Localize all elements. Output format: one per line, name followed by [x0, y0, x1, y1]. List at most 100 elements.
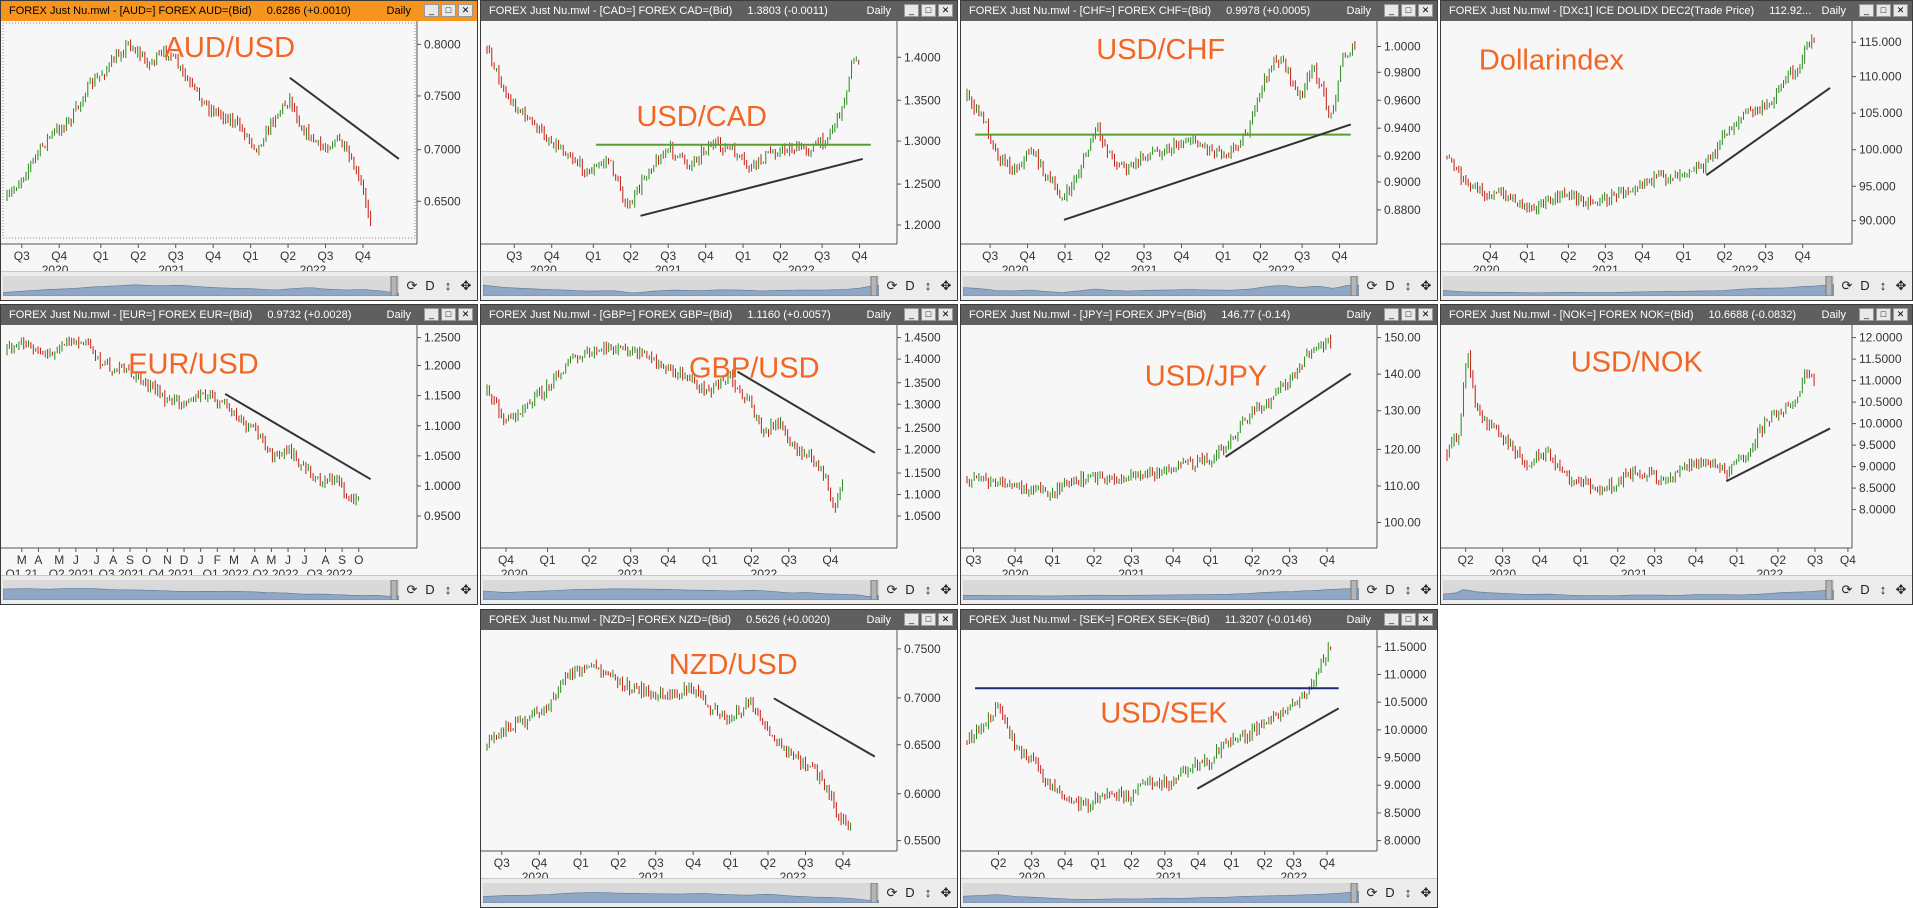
close-button[interactable]: ✕ [1893, 4, 1908, 17]
zoom-out-icon[interactable]: ⊖ [477, 276, 478, 296]
close-button[interactable]: ✕ [458, 4, 473, 17]
trend-line[interactable] [773, 697, 876, 758]
day-icon[interactable]: D [1385, 885, 1395, 900]
close-button[interactable]: ✕ [938, 308, 953, 321]
window-titlebar[interactable]: FOREX Just Nu.mwl - [SEK=] FOREX SEK=(Bi… [961, 610, 1437, 630]
price-chart[interactable]: 115.000 110.000 105.000 100.000 95.000 90.000… [1441, 21, 1913, 274]
window-titlebar[interactable]: FOREX Just Nu.mwl - [GBP=] FOREX GBP=(Bi… [481, 305, 957, 325]
zoom-out-icon[interactable]: ⊖ [477, 580, 478, 600]
autoscale-icon[interactable]: ↕ [1879, 582, 1887, 597]
zoom-out-icon[interactable]: ⊖ [1437, 276, 1438, 296]
navigator-scrollbar[interactable] [483, 580, 879, 600]
zoom-out-icon[interactable]: ⊖ [1437, 580, 1438, 600]
minimize-button[interactable]: _ [424, 308, 439, 321]
navigator-scrollbar[interactable] [963, 883, 1359, 903]
day-icon[interactable]: D [1860, 582, 1870, 597]
close-button[interactable]: ✕ [938, 613, 953, 626]
minimize-button[interactable]: _ [1384, 308, 1399, 321]
autoscale-icon[interactable]: ↕ [444, 278, 452, 293]
refresh-icon[interactable]: ⟳ [1366, 278, 1378, 293]
day-icon[interactable]: D [905, 885, 915, 900]
minimize-button[interactable]: _ [1384, 4, 1399, 17]
trend-line[interactable] [1225, 372, 1352, 458]
minimize-button[interactable]: _ [424, 4, 439, 17]
minimize-button[interactable]: _ [1384, 613, 1399, 626]
minimize-button[interactable]: _ [904, 4, 919, 17]
pan-icon[interactable]: ✥ [1895, 582, 1907, 597]
close-button[interactable]: ✕ [1418, 4, 1433, 17]
price-chart[interactable]: 0.8000 0.7500 0.7000 0.6500 Q3 Q4 Q1 Q2 Q3 Q4 Q1 Q2… [1, 21, 478, 274]
navigator-scrollbar[interactable] [963, 580, 1359, 600]
price-chart[interactable]: 1.0000 0.9800 0.9600 0.9400 0.9200 0.9000 0.88… [961, 21, 1438, 274]
navigator-scrollbar[interactable] [1443, 276, 1834, 296]
autoscale-icon[interactable]: ↕ [924, 278, 932, 293]
autoscale-icon[interactable]: ↕ [924, 582, 932, 597]
price-chart[interactable]: 0.7500 0.7000 0.6500 0.6000 0.5500 Q3 Q4 Q1 Q2 Q3… [481, 630, 958, 881]
autoscale-icon[interactable]: ↕ [444, 582, 452, 597]
price-chart[interactable]: 11.5000 11.0000 10.5000 10.0000 9.5000 9.0000… [961, 630, 1438, 881]
autoscale-icon[interactable]: ↕ [1404, 278, 1412, 293]
maximize-button[interactable]: □ [1876, 4, 1891, 17]
chart-window[interactable]: FOREX Just Nu.mwl - [CAD=] FOREX CAD=(Bi… [480, 0, 958, 301]
close-button[interactable]: ✕ [938, 4, 953, 17]
close-button[interactable]: ✕ [1418, 613, 1433, 626]
autoscale-icon[interactable]: ↕ [1879, 278, 1887, 293]
window-titlebar[interactable]: FOREX Just Nu.mwl - [NOK=] FOREX NOK=(Bi… [1441, 305, 1912, 325]
pan-icon[interactable]: ✥ [1420, 885, 1432, 900]
navigator-scrollbar[interactable] [483, 883, 879, 903]
minimize-button[interactable]: _ [904, 308, 919, 321]
pan-icon[interactable]: ✥ [460, 582, 472, 597]
trend-line[interactable] [1725, 427, 1831, 483]
navigator-scrollbar[interactable] [3, 276, 399, 296]
trend-line[interactable] [224, 393, 372, 481]
close-button[interactable]: ✕ [1893, 308, 1908, 321]
pan-icon[interactable]: ✥ [1420, 582, 1432, 597]
refresh-icon[interactable]: ⟳ [1366, 582, 1378, 597]
pan-icon[interactable]: ✥ [940, 582, 952, 597]
maximize-button[interactable]: □ [441, 308, 456, 321]
trend-line[interactable] [1196, 707, 1340, 790]
price-chart[interactable]: 150.00 140.00 130.00 120.00 110.00 100.00 Q3 Q4… [961, 325, 1438, 578]
chart-window[interactable]: FOREX Just Nu.mwl - [NOK=] FOREX NOK=(Bi… [1440, 304, 1913, 605]
close-button[interactable]: ✕ [458, 308, 473, 321]
maximize-button[interactable]: □ [441, 4, 456, 17]
minimize-button[interactable]: _ [1859, 4, 1874, 17]
day-icon[interactable]: D [1385, 278, 1395, 293]
chart-window[interactable]: FOREX Just Nu.mwl - [AUD=] FOREX AUD=(Bi… [0, 0, 478, 301]
window-titlebar[interactable]: FOREX Just Nu.mwl - [CHF=] FOREX CHF=(Bi… [961, 1, 1437, 21]
zoom-out-icon[interactable]: ⊖ [957, 883, 958, 903]
price-chart[interactable]: 1.2500 1.2000 1.1500 1.1000 1.0500 1.0000 0.95… [1, 325, 478, 578]
chart-window[interactable]: FOREX Just Nu.mwl - [SEK=] FOREX SEK=(Bi… [960, 609, 1438, 908]
chart-window[interactable]: FOREX Just Nu.mwl - [GBP=] FOREX GBP=(Bi… [480, 304, 958, 605]
refresh-icon[interactable]: ⟳ [886, 582, 898, 597]
window-titlebar[interactable]: FOREX Just Nu.mwl - [NZD=] FOREX NZD=(Bi… [481, 610, 957, 630]
refresh-icon[interactable]: ⟳ [406, 278, 418, 293]
navigator-scrollbar[interactable] [1443, 580, 1834, 600]
maximize-button[interactable]: □ [1401, 4, 1416, 17]
pan-icon[interactable]: ✥ [1895, 278, 1907, 293]
maximize-button[interactable]: □ [921, 613, 936, 626]
window-titlebar[interactable]: FOREX Just Nu.mwl - [CAD=] FOREX CAD=(Bi… [481, 1, 957, 21]
window-titlebar[interactable]: FOREX Just Nu.mwl - [EUR=] FOREX EUR=(Bi… [1, 305, 477, 325]
price-chart[interactable]: 12.0000 11.5000 11.0000 10.5000 10.0000 9.500… [1441, 325, 1913, 578]
trend-line[interactable] [640, 157, 863, 217]
trend-line[interactable] [1705, 87, 1831, 177]
chart-window[interactable]: FOREX Just Nu.mwl - [NZD=] FOREX NZD=(Bi… [480, 609, 958, 908]
refresh-icon[interactable]: ⟳ [406, 582, 418, 597]
chart-window[interactable]: FOREX Just Nu.mwl - [DXc1] ICE DOLIDX DE… [1440, 0, 1913, 301]
pan-icon[interactable]: ✥ [940, 278, 952, 293]
day-icon[interactable]: D [905, 582, 915, 597]
refresh-icon[interactable]: ⟳ [1841, 278, 1853, 293]
navigator-scrollbar[interactable] [483, 276, 879, 296]
close-button[interactable]: ✕ [1418, 308, 1433, 321]
zoom-out-icon[interactable]: ⊖ [957, 276, 958, 296]
maximize-button[interactable]: □ [1401, 308, 1416, 321]
refresh-icon[interactable]: ⟳ [886, 278, 898, 293]
chart-window[interactable]: FOREX Just Nu.mwl - [JPY=] FOREX JPY=(Bi… [960, 304, 1438, 605]
day-icon[interactable]: D [425, 278, 435, 293]
pan-icon[interactable]: ✥ [460, 278, 472, 293]
day-icon[interactable]: D [1860, 278, 1870, 293]
trend-line[interactable] [736, 370, 876, 454]
navigator-scrollbar[interactable] [963, 276, 1359, 296]
day-icon[interactable]: D [905, 278, 915, 293]
